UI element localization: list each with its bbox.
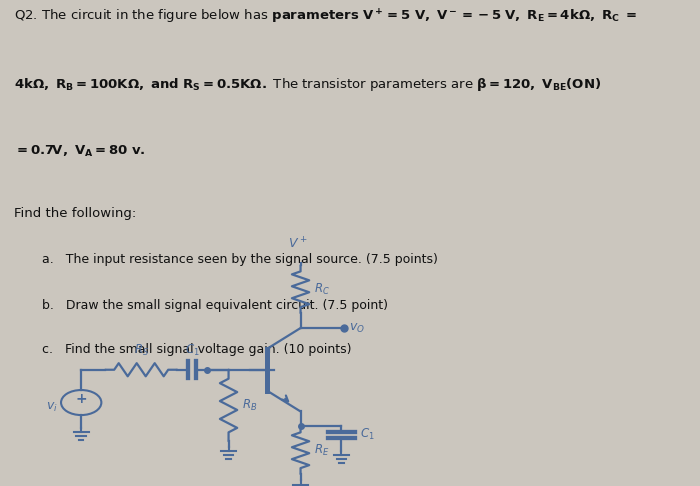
Text: a.   The input resistance seen by the signal source. (7.5 points): a. The input resistance seen by the sign… bbox=[42, 253, 438, 266]
Text: Find the following:: Find the following: bbox=[14, 207, 136, 220]
Text: +: + bbox=[76, 392, 87, 406]
Text: $R_C$: $R_C$ bbox=[314, 282, 330, 297]
Text: $\mathbf{4k\Omega,\ R_B = 100K\Omega,\ and\ R_S = 0.5K\Omega.}$ The transistor p: $\mathbf{4k\Omega,\ R_B = 100K\Omega,\ a… bbox=[14, 76, 601, 93]
Text: $C_1$: $C_1$ bbox=[360, 427, 374, 442]
Text: $v_O$: $v_O$ bbox=[349, 321, 365, 334]
Text: $v_i$: $v_i$ bbox=[46, 400, 57, 414]
Text: $\mathbf{=0.7V,\ V_A = 80\ v.}$: $\mathbf{=0.7V,\ V_A = 80\ v.}$ bbox=[14, 144, 146, 159]
Text: $R_B$: $R_B$ bbox=[241, 398, 257, 413]
Text: $R_S$: $R_S$ bbox=[134, 343, 149, 358]
Text: $R_E$: $R_E$ bbox=[314, 443, 329, 458]
Text: c.   Find the small signal voltage gain. (10 points): c. Find the small signal voltage gain. (… bbox=[42, 343, 351, 356]
Text: Q2. The circuit in the figure below has $\mathbf{parameters\ V^+ = 5\ V,\ V^- = : Q2. The circuit in the figure below has … bbox=[14, 8, 637, 26]
Text: b.   Draw the small signal equivalent circuit. (7.5 point): b. Draw the small signal equivalent circ… bbox=[42, 299, 388, 312]
Text: $V^+$: $V^+$ bbox=[288, 236, 308, 251]
Text: $C_1$: $C_1$ bbox=[185, 343, 200, 358]
